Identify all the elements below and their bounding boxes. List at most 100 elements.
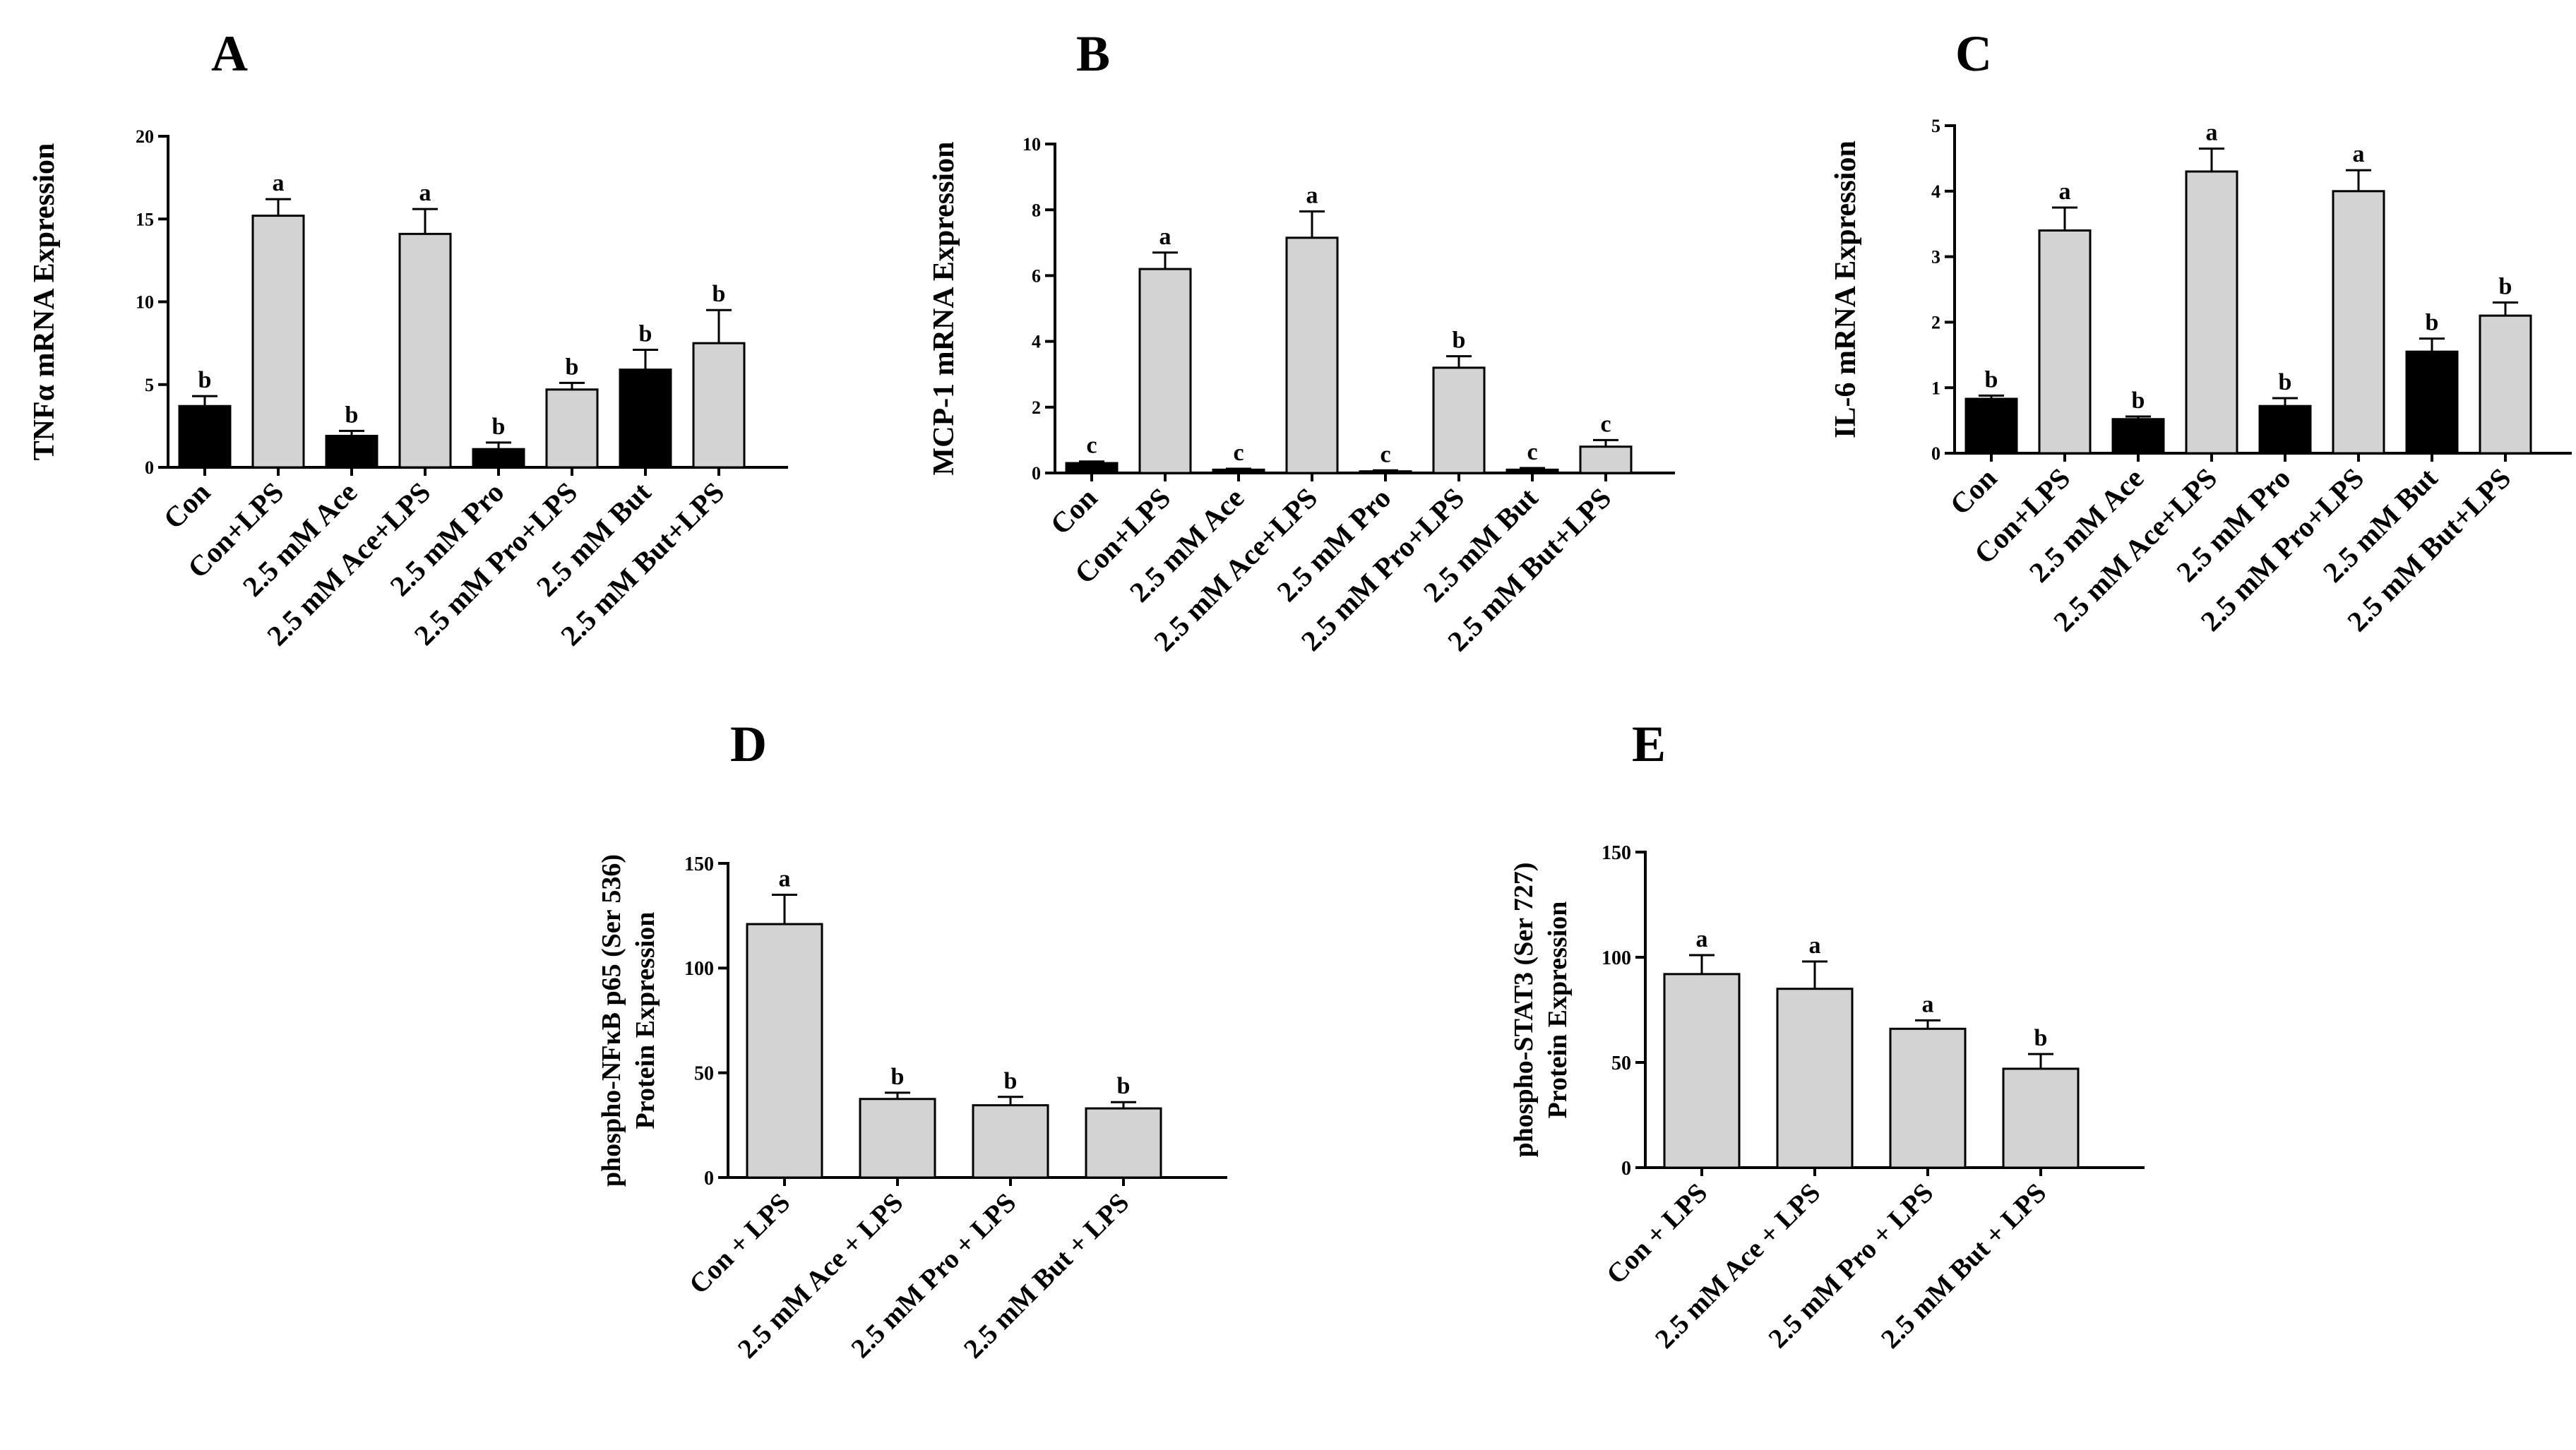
bar — [1663, 973, 1741, 1169]
bar — [1432, 366, 1486, 474]
panel-letter: A — [211, 25, 248, 82]
significance-letter: a — [779, 866, 791, 892]
y-axis-label: Protein Expression — [631, 912, 660, 1130]
significance-letter: b — [1004, 1068, 1018, 1094]
bar — [1212, 468, 1265, 474]
significance-letter: c — [1086, 433, 1097, 459]
significance-letter: c — [1380, 441, 1390, 467]
y-axis-label: TNFα mRNA Expression — [28, 143, 61, 461]
y-tick-label: 5 — [1931, 116, 1940, 136]
significance-letter: b — [712, 281, 726, 307]
bar — [545, 388, 599, 469]
y-tick-label: 0 — [145, 457, 154, 478]
y-axis-label: MCP-1 mRNA Expression — [928, 142, 960, 476]
y-tick-label: 6 — [1032, 266, 1041, 287]
panel-c: CIL-6 mRNA Expression012345bConaCon+LPSb… — [1830, 25, 2572, 637]
y-tick-label: 4 — [1032, 332, 1041, 352]
significance-letter: c — [1600, 411, 1611, 437]
bar — [619, 369, 672, 469]
bar — [2111, 418, 2165, 455]
x-tick-label: Con + LPS — [684, 1187, 797, 1300]
significance-letter: a — [1696, 926, 1708, 952]
bar — [2479, 314, 2532, 455]
bar — [1579, 445, 1633, 474]
panel-letter: D — [730, 716, 767, 772]
x-tick-label: Con — [1943, 462, 2003, 521]
y-axis-label: IL-6 mRNA Expression — [1830, 140, 1862, 438]
significance-letter: a — [1922, 991, 1934, 1017]
bar — [398, 232, 452, 469]
y-tick-label: 20 — [136, 126, 154, 147]
significance-letter: b — [2034, 1025, 2048, 1051]
significance-letter: b — [345, 402, 359, 428]
y-tick-label: 150 — [684, 853, 714, 875]
y-tick-label: 0 — [1621, 1158, 1631, 1180]
y-tick-label: 50 — [1611, 1053, 1631, 1074]
y-tick-label: 15 — [136, 209, 154, 229]
bar — [2405, 350, 2459, 455]
y-tick-label: 10 — [136, 292, 154, 313]
significance-letter: c — [1527, 439, 1537, 465]
y-tick-label: 150 — [1602, 842, 1631, 864]
y-tick-label: 8 — [1032, 200, 1041, 220]
y-tick-label: 4 — [1931, 181, 1940, 202]
y-tick-label: 0 — [704, 1168, 714, 1190]
y-tick-label: 2 — [1931, 313, 1940, 333]
bar — [251, 215, 305, 469]
bar — [1138, 268, 1192, 474]
significance-letter: a — [1159, 224, 1171, 250]
bar — [2332, 190, 2385, 455]
y-tick-label: 0 — [1931, 443, 1940, 464]
bar — [1505, 468, 1559, 474]
significance-letter: a — [419, 180, 431, 206]
y-axis-label: phospho-STAT3 (Ser 727) — [1509, 862, 1539, 1157]
bar — [746, 923, 823, 1179]
y-axis-label: Protein Expression — [1543, 901, 1573, 1119]
bar — [325, 434, 378, 469]
significance-letter: b — [1453, 328, 1466, 354]
x-tick-label: Con + LPS — [1601, 1178, 1714, 1290]
bar — [2258, 405, 2312, 455]
y-tick-label: 100 — [1602, 947, 1631, 969]
significance-letter: a — [2353, 141, 2365, 167]
bar — [972, 1104, 1049, 1179]
y-tick-label: 0 — [1032, 463, 1041, 484]
significance-letter: b — [198, 367, 212, 393]
y-tick-label: 3 — [1931, 247, 1940, 268]
significance-letter: b — [2279, 369, 2292, 395]
significance-letter: a — [1306, 183, 1318, 209]
y-tick-label: 5 — [145, 375, 154, 395]
significance-letter: b — [2132, 388, 2145, 414]
significance-letter: c — [1233, 440, 1244, 466]
bar — [1085, 1107, 1162, 1179]
significance-letter: a — [1809, 933, 1821, 959]
bar — [2002, 1067, 2080, 1169]
bar — [2038, 229, 2092, 455]
bar — [1964, 397, 2018, 455]
y-tick-label: 50 — [694, 1062, 714, 1084]
y-tick-label: 10 — [1022, 134, 1041, 155]
bar — [178, 405, 232, 469]
bar — [1889, 1027, 1967, 1169]
bar — [859, 1098, 936, 1179]
significance-letter: b — [492, 414, 506, 440]
x-tick-label: Con — [1044, 481, 1103, 541]
bar — [692, 342, 746, 469]
bar — [1359, 470, 1412, 474]
significance-letter: a — [273, 170, 285, 196]
significance-letter: b — [2426, 310, 2439, 336]
bar — [1776, 988, 1854, 1169]
bar — [2185, 170, 2238, 455]
bar — [1285, 236, 1339, 474]
y-tick-label: 100 — [684, 958, 714, 980]
significance-letter: b — [1117, 1073, 1131, 1099]
significance-letter: a — [2059, 179, 2071, 205]
significance-letter: b — [639, 321, 652, 347]
x-tick-label: Con — [157, 476, 216, 535]
significance-letter: b — [566, 354, 579, 380]
